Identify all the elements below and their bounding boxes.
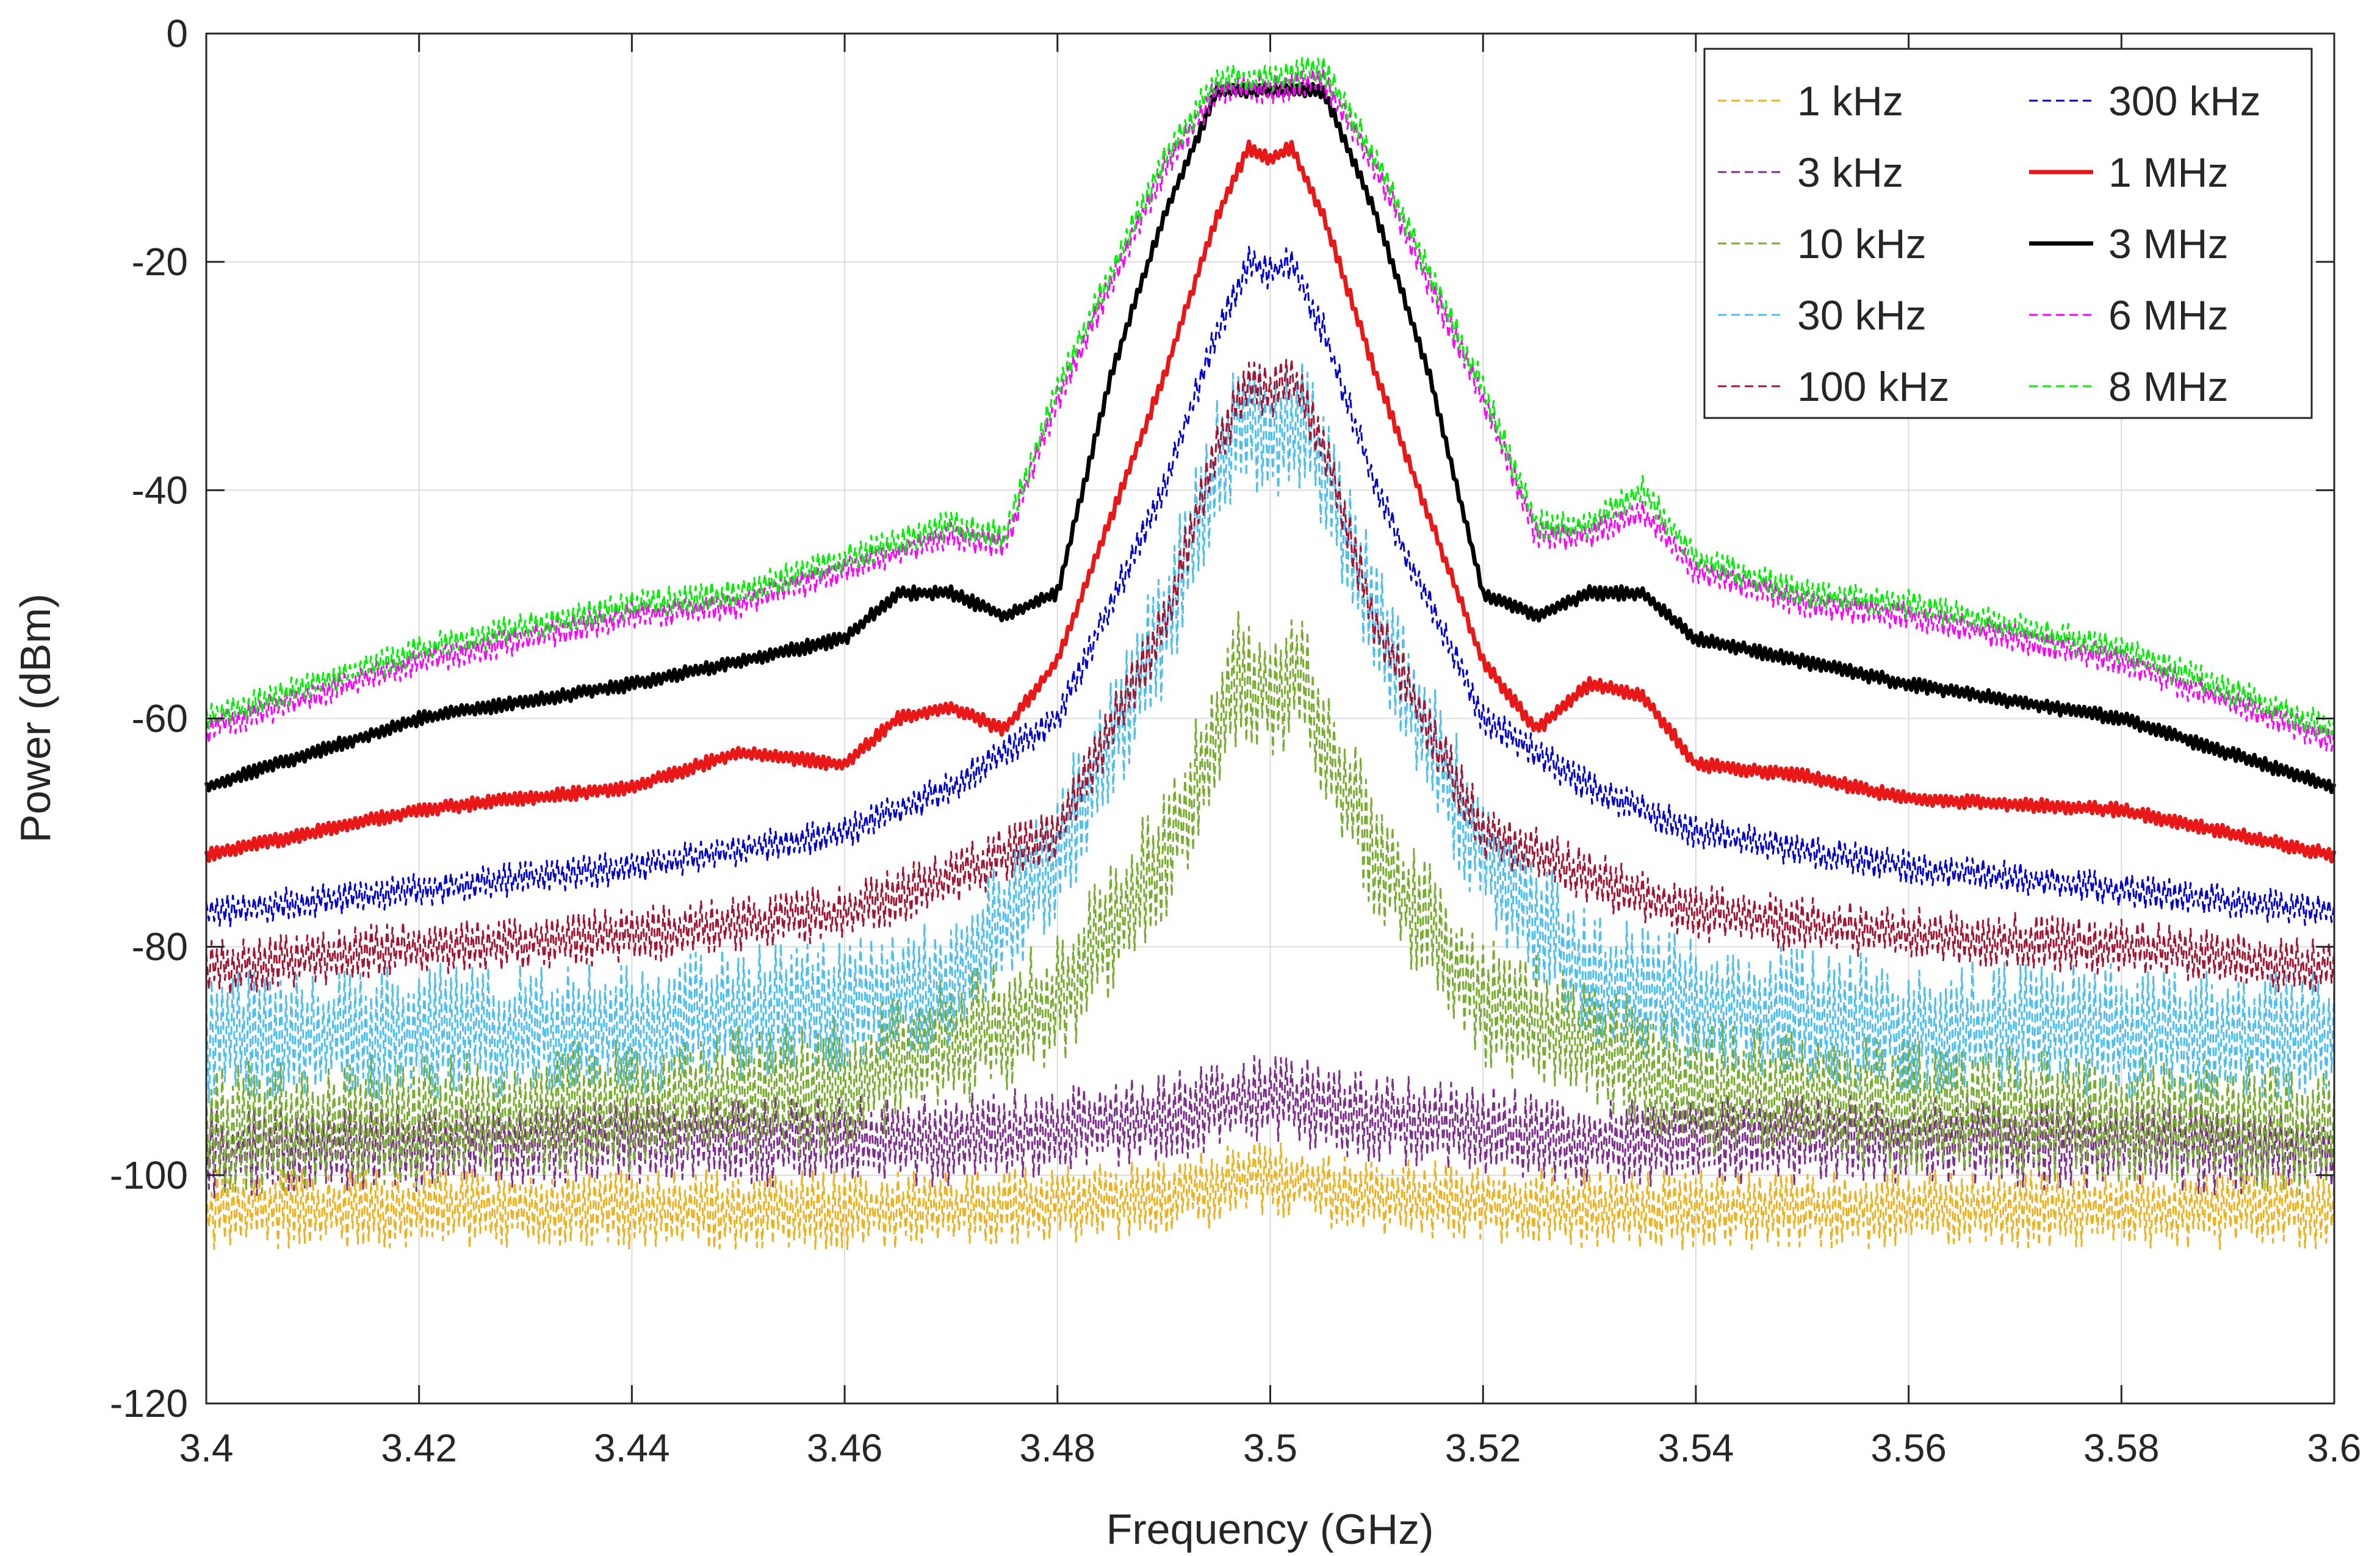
series-layer (204, 56, 2337, 1250)
series-line-4 (205, 358, 2335, 996)
legend-label-8: 6 MHz (2108, 292, 2228, 339)
y-tick-label: -60 (132, 697, 189, 741)
tick-labels: 3.4 3.42 3.44 3.46 3.48 3.5 3.52 3.54 3.56 3.58 3.… (110, 12, 2362, 1470)
x-tick-label: 3.44 (594, 1426, 670, 1470)
y-tick-label: -20 (132, 240, 189, 284)
series-line-9 (205, 56, 2335, 738)
legend-box (1703, 48, 2313, 419)
legend-label-2: 10 kHz (1797, 221, 1927, 267)
y-axis-label: Power (dBm) (12, 594, 59, 843)
y-tick-label: -120 (110, 1381, 188, 1425)
legend-label-0: 1 kHz (1797, 78, 1903, 124)
x-tick-label: 3.52 (1445, 1426, 1521, 1470)
legend-label-5: 300 kHz (2108, 78, 2260, 124)
x-tick-label: 3.6 (2307, 1426, 2362, 1470)
legend-label-9: 8 MHz (2108, 364, 2228, 410)
legend: 1 kHz 3 kHz 10 kHz 30 kHz 100 kHz 300 kHz 1 MH… (1703, 48, 2313, 419)
legend-label-6: 1 MHz (2108, 149, 2228, 196)
legend-label-7: 3 MHz (2108, 221, 2228, 267)
x-tick-label: 3.54 (1658, 1426, 1734, 1470)
y-tick-label: -80 (132, 925, 189, 969)
y-tick-label: -100 (110, 1153, 188, 1197)
x-axis-label: Frequency (GHz) (1106, 1505, 1434, 1553)
x-tick-label: 3.58 (2083, 1426, 2160, 1470)
y-tick-label: -40 (132, 468, 189, 512)
x-tick-label: 3.46 (807, 1426, 883, 1470)
series-line-6 (204, 139, 2337, 864)
x-tick-label: 3.48 (1020, 1426, 1096, 1470)
x-tick-label: 3.5 (1243, 1426, 1297, 1470)
series-line-5 (205, 245, 2335, 927)
x-tick-label: 3.56 (1870, 1426, 1947, 1470)
legend-label-3: 30 kHz (1797, 292, 1927, 339)
legend-label-1: 3 kHz (1797, 149, 1903, 196)
series-line-0 (205, 1141, 2335, 1250)
x-tick-label: 3.42 (381, 1426, 457, 1470)
series-line-8 (205, 67, 2335, 752)
x-tick-label: 3.4 (179, 1426, 234, 1470)
legend-label-4: 100 kHz (1797, 364, 1949, 410)
y-tick-label: 0 (166, 12, 188, 56)
